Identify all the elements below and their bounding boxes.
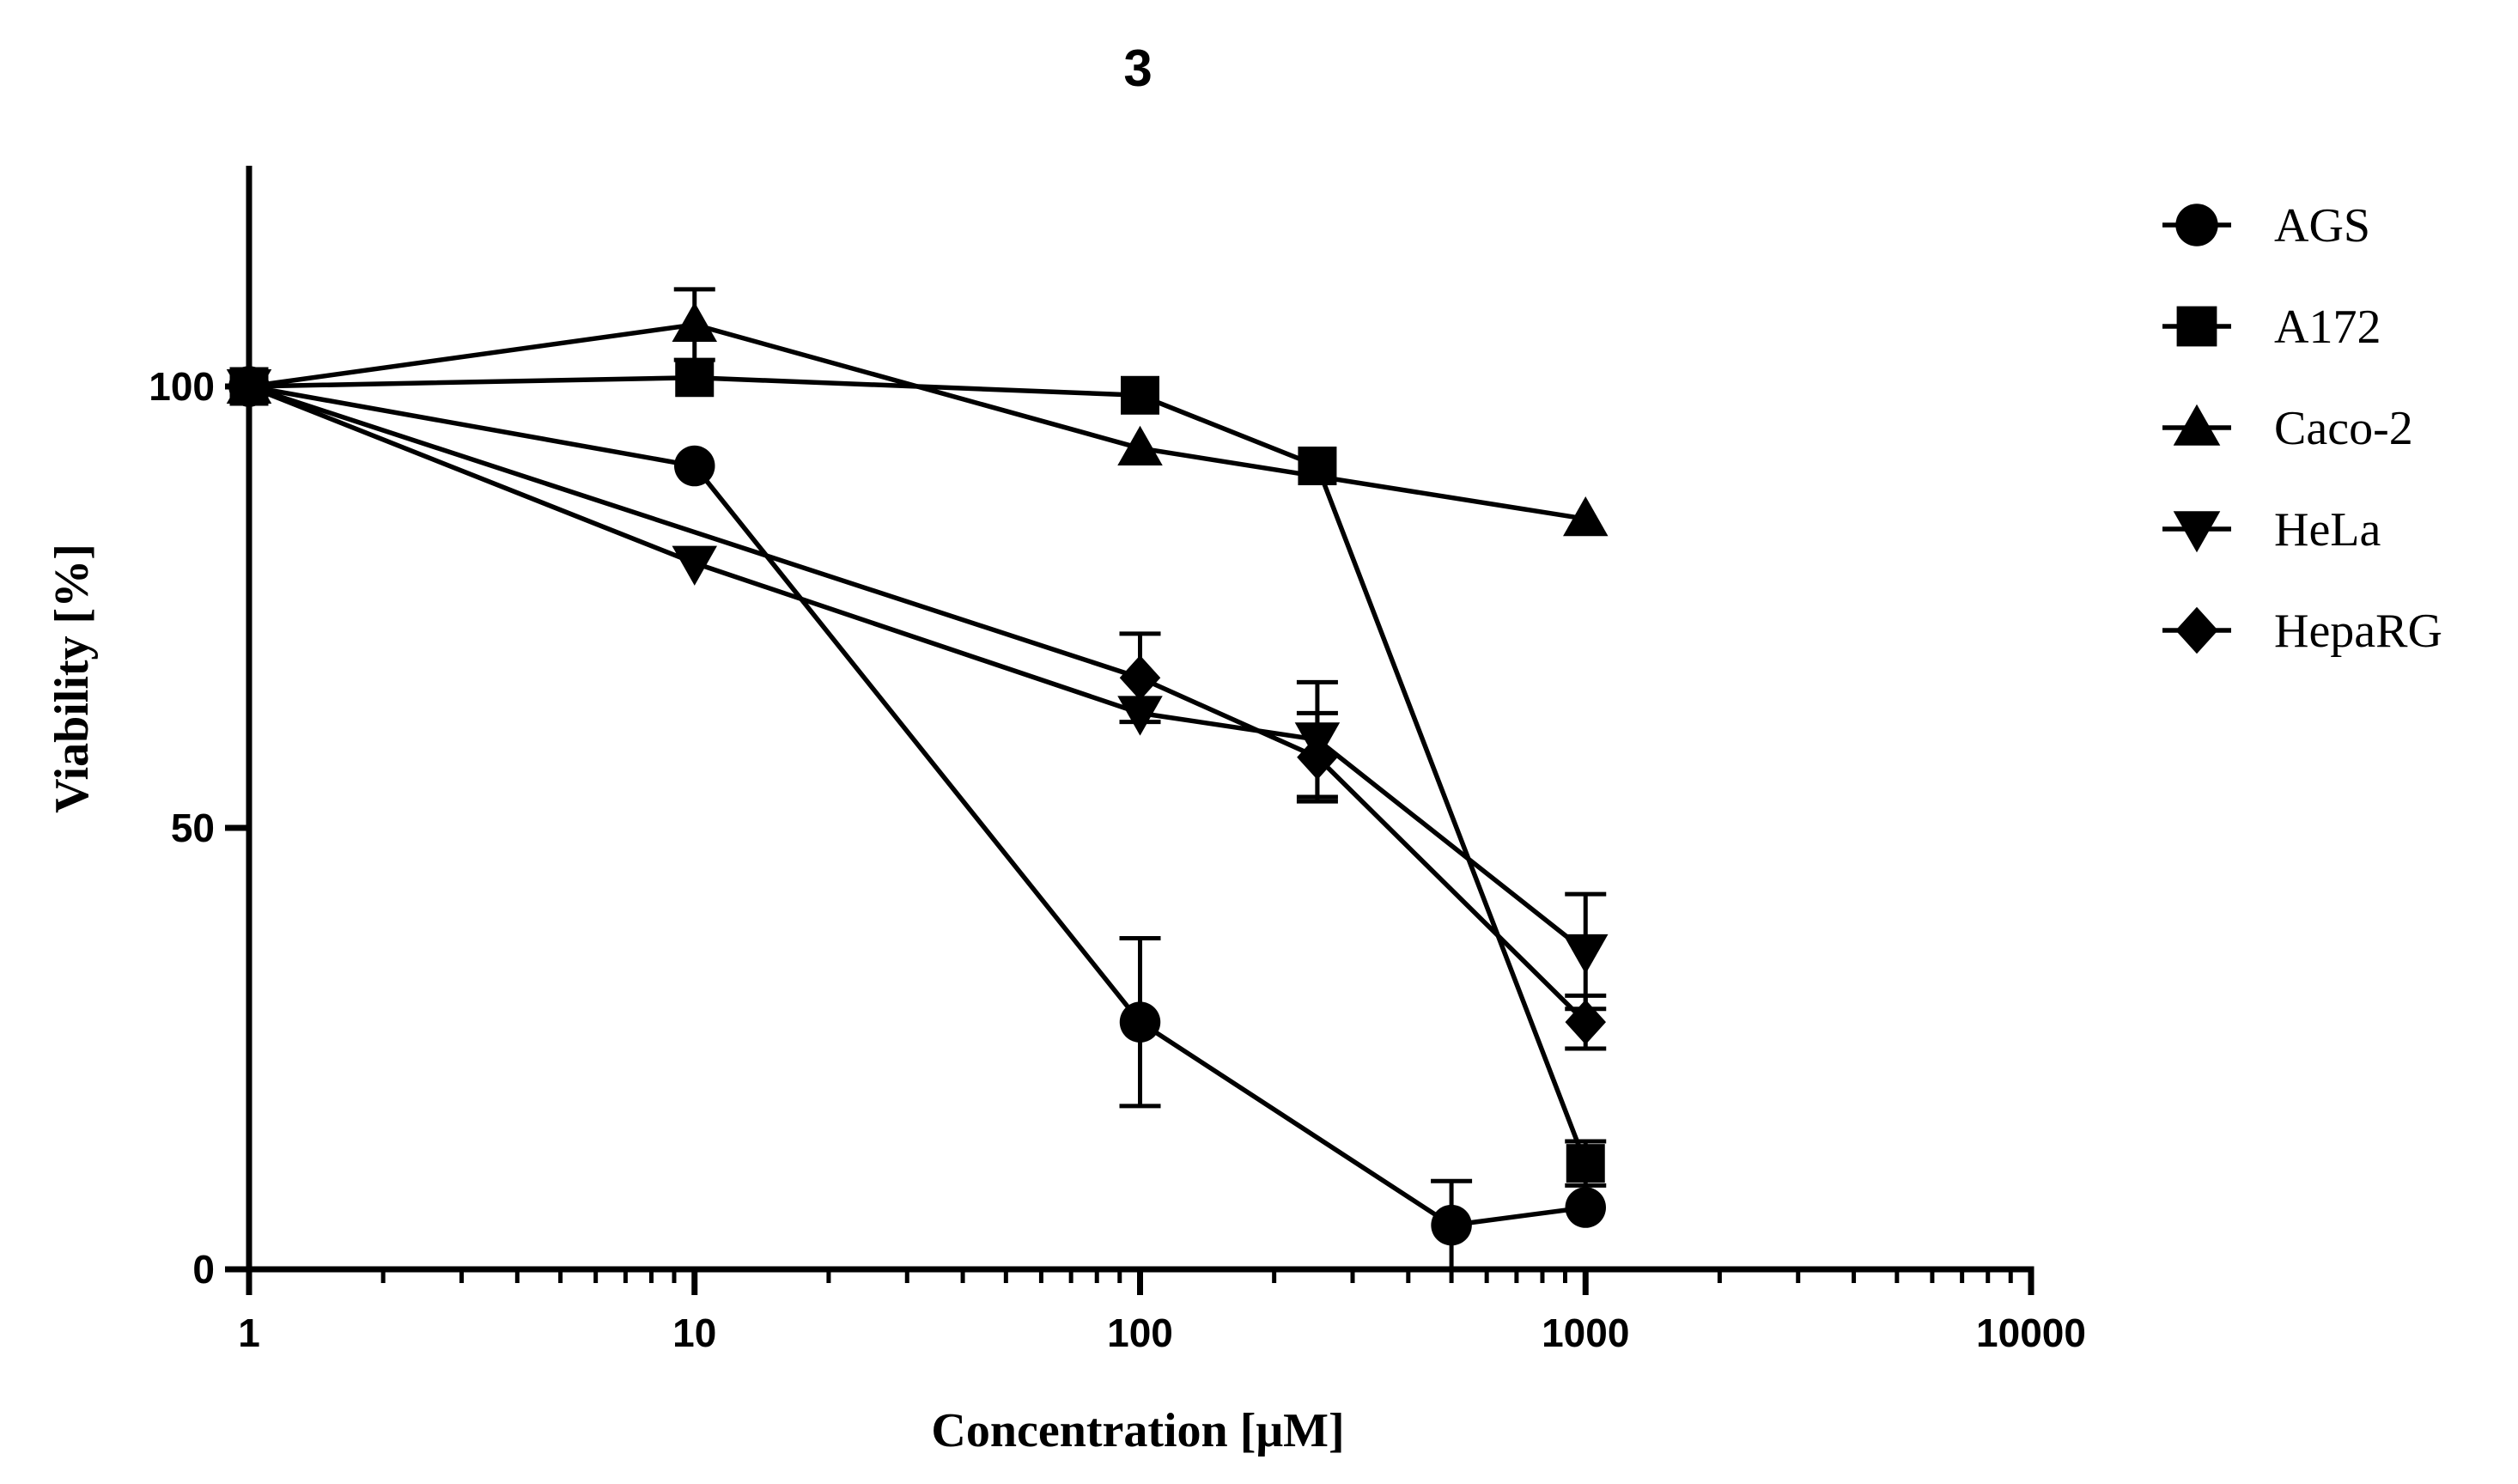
legend-marker-a172: [2176, 306, 2217, 347]
data-point-ags: [1431, 1204, 1472, 1246]
x-tick-label: 100: [1107, 1311, 1173, 1355]
legend-marker-hela: [2173, 511, 2221, 553]
y-tick-label: 0: [192, 1247, 215, 1292]
data-point-hela: [672, 545, 717, 586]
x-tick-label: 1000: [1542, 1311, 1629, 1355]
x-tick-label: 1: [238, 1311, 260, 1355]
y-tick-label: 100: [149, 364, 215, 409]
data-point-caco-2: [672, 301, 717, 343]
data-point-caco-2: [1117, 425, 1163, 465]
legend-label-ags: AGS: [2274, 199, 2370, 252]
data-point-ags: [674, 445, 715, 487]
series-line-heparg: [248, 384, 1588, 1025]
legend-label-a172: A172: [2274, 301, 2381, 354]
legend-label-hela: HeLa: [2274, 503, 2381, 556]
legend-marker-heparg: [2175, 606, 2218, 654]
series-caco-2: [226, 287, 1609, 537]
series-heparg: [228, 363, 1607, 1051]
y-tick-label: 50: [171, 806, 215, 850]
x-tick-label: 10000: [1976, 1311, 2086, 1355]
series-line-ags: [248, 384, 1586, 1228]
chart-title: 3: [1123, 40, 1152, 97]
data-point-a172: [1566, 1144, 1605, 1183]
series-line-caco-2: [248, 322, 1586, 521]
series-layer: [226, 287, 1609, 1272]
data-point-heparg: [228, 363, 270, 410]
data-point-heparg: [1565, 999, 1606, 1045]
data-point-ags: [1119, 1001, 1161, 1043]
x-tick-label: 10: [672, 1311, 716, 1355]
axes: 1 10 100 1000 10000 0 50 100: [149, 166, 2086, 1355]
legend-label-heparg: HepaRG: [2274, 605, 2442, 658]
x-axis-label: Concentration [μM]: [931, 1404, 1344, 1457]
data-point-caco-2: [1563, 496, 1609, 537]
legend-marker-ags: [2175, 204, 2218, 246]
legend: AGS A172 Caco-2 HeLa HepaRG: [2162, 199, 2442, 658]
data-point-heparg: [1119, 654, 1161, 701]
data-point-hela: [1563, 934, 1609, 975]
series-a172: [229, 358, 1607, 1188]
data-point-heparg: [1297, 734, 1338, 781]
legend-label-caco-2: Caco-2: [2274, 402, 2413, 455]
y-axis-label: Viability [%]: [46, 544, 99, 813]
data-point-ags: [1565, 1187, 1606, 1228]
series-line-hela: [247, 384, 1587, 954]
series-ags: [228, 366, 1606, 1272]
legend-marker-caco-2: [2173, 404, 2221, 446]
data-point-a172: [675, 358, 715, 398]
series-line-a172: [248, 374, 1588, 1165]
data-point-a172: [1121, 375, 1159, 415]
